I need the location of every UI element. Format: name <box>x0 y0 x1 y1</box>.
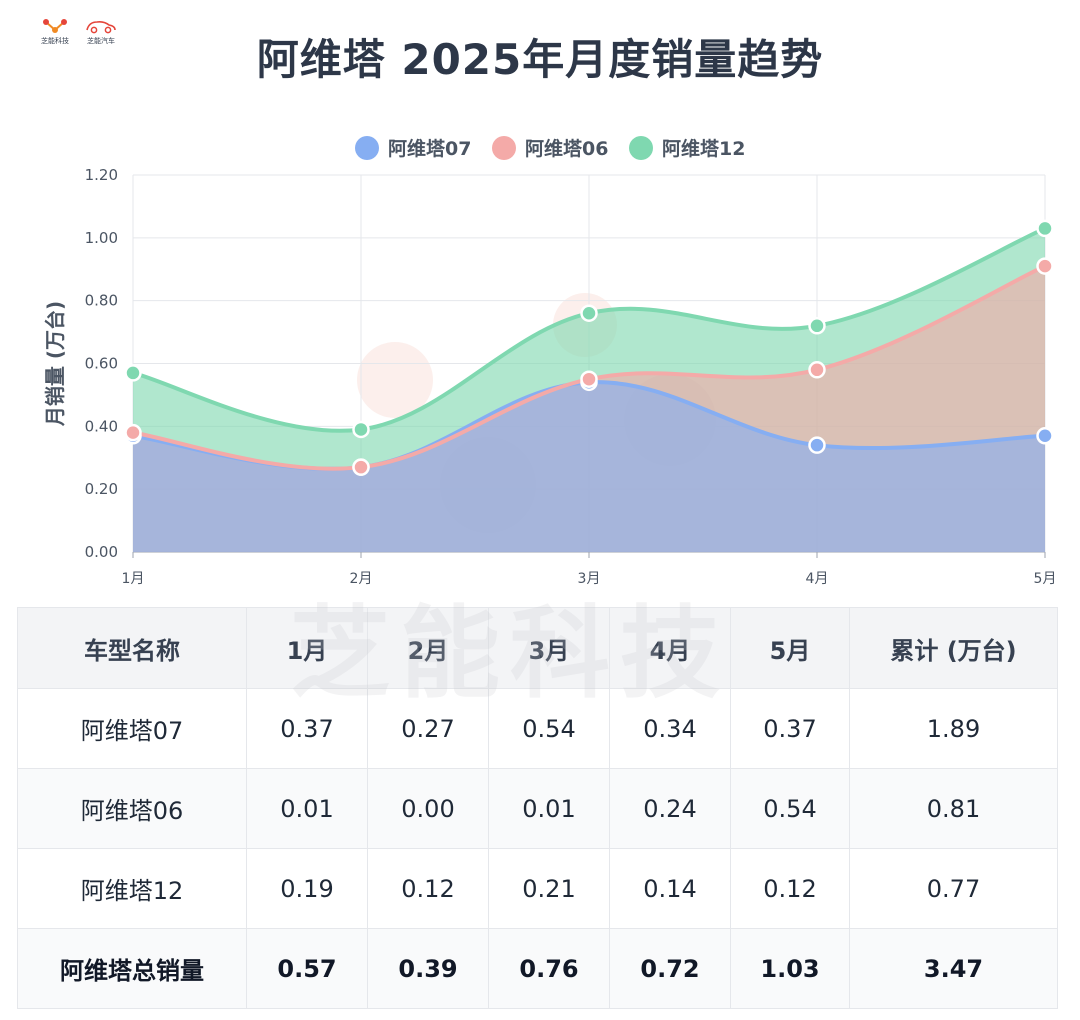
data-point-2 <box>124 423 142 442</box>
table-total-row: 阿维塔总销量 0.57 0.39 0.76 0.72 1.03 3.47 <box>17 928 1058 1009</box>
legend-marker <box>629 136 653 160</box>
y-tick-label: 0.00 <box>85 543 118 561</box>
cell-total-value: 1.03 <box>730 928 850 1009</box>
cell-model: 阿维塔12 <box>17 848 247 929</box>
data-point-1 <box>1036 427 1054 445</box>
cell-value: 0.12 <box>730 848 850 929</box>
y-tick-label: 1.00 <box>85 229 118 247</box>
cell-value: 0.14 <box>609 848 731 929</box>
area-1 <box>133 382 1045 552</box>
y-tick-label: 1.20 <box>85 166 118 184</box>
cell-total-cumulative: 3.47 <box>849 928 1058 1009</box>
data-point-3 <box>1036 219 1054 238</box>
sales-table: 车型名称 1月 2月 3月 4月 5月 累计 (万台) 阿维塔07 0.37 0… <box>17 607 1058 1009</box>
legend-marker <box>355 136 379 160</box>
data-point-3 <box>352 420 370 439</box>
cell-value: 0.54 <box>488 688 610 769</box>
legend-marker <box>492 136 516 160</box>
legend-label: 阿维塔12 <box>662 137 745 160</box>
y-tick-label: 0.80 <box>85 292 118 310</box>
cell-total-label: 阿维塔总销量 <box>17 928 247 1009</box>
legend-label: 阿维塔07 <box>388 137 471 160</box>
brand-text-auto: 芝能汽车 <box>87 37 115 45</box>
car-logo-icon <box>86 21 116 34</box>
y-tick-label: 0.40 <box>85 417 118 435</box>
cell-value: 0.12 <box>367 848 489 929</box>
x-tick-label: 4月 <box>806 571 829 587</box>
cell-value: 0.19 <box>246 848 368 929</box>
network-logo-icon <box>43 19 67 33</box>
data-point-2 <box>808 361 826 379</box>
y-tick-label: 0.60 <box>85 355 118 373</box>
cell-value: 0.54 <box>730 768 850 849</box>
table-row: 阿维塔12 0.19 0.12 0.21 0.14 0.12 0.77 <box>17 848 1058 929</box>
table-row: 阿维塔06 0.01 0.00 0.01 0.24 0.54 0.81 <box>17 768 1058 849</box>
brand-logo-auto: 芝能汽车 <box>84 18 118 46</box>
chart-title: 阿维塔 2025年月度销量趋势 <box>256 35 824 84</box>
brand-text-tech: 芝能科技 <box>41 37 69 45</box>
cell-value: 0.34 <box>609 688 731 769</box>
stacked-area-chart: 0.00 0.20 0.40 0.60 0.80 1.00 1.20 1月 2月 3月 4月 5月 月销… <box>43 136 1057 587</box>
data-point-3 <box>124 364 142 382</box>
cell-value: 0.37 <box>730 688 850 769</box>
data-point-2 <box>580 370 598 388</box>
cell-cumulative: 1.89 <box>849 688 1058 769</box>
legend-label: 阿维塔06 <box>525 137 608 160</box>
data-point-3 <box>808 317 826 335</box>
table-row: 阿维塔07 0.37 0.27 0.54 0.34 0.37 1.89 <box>17 688 1058 769</box>
cell-value: 0.00 <box>367 768 489 849</box>
header-mar: 3月 <box>488 607 610 689</box>
cell-model: 阿维塔06 <box>17 768 247 849</box>
cell-model: 阿维塔07 <box>17 688 247 769</box>
data-point-2 <box>1036 257 1054 275</box>
data-point-2 <box>352 458 370 476</box>
y-axis-label: 月销量 (万台) <box>43 301 67 427</box>
cell-total-value: 0.72 <box>609 928 731 1009</box>
x-tick-label: 3月 <box>578 571 601 587</box>
x-tick-label: 5月 <box>1034 571 1057 587</box>
brand-logo-tech: 芝能科技 <box>38 18 72 46</box>
y-tick-label: 0.20 <box>85 480 118 498</box>
cell-total-value: 0.39 <box>367 928 489 1009</box>
cell-value: 0.21 <box>488 848 610 929</box>
header-model: 车型名称 <box>17 607 247 689</box>
header-jan: 1月 <box>246 607 368 689</box>
cell-total-value: 0.76 <box>488 928 610 1009</box>
header-may: 5月 <box>730 607 850 689</box>
cell-value: 0.27 <box>367 688 489 769</box>
data-point-3 <box>580 304 598 322</box>
brand-logos: 芝能科技 芝能汽车 <box>38 18 118 46</box>
cell-total-value: 0.57 <box>246 928 368 1009</box>
data-point-1 <box>808 436 826 454</box>
table-header-row: 车型名称 1月 2月 3月 4月 5月 累计 (万台) <box>17 607 1058 689</box>
cell-value: 0.37 <box>246 688 368 769</box>
cell-value: 0.01 <box>488 768 610 849</box>
cell-value: 0.01 <box>246 768 368 849</box>
header-feb: 2月 <box>367 607 489 689</box>
cell-cumulative: 0.77 <box>849 848 1058 929</box>
cell-value: 0.24 <box>609 768 731 849</box>
header-total: 累计 (万台) <box>849 607 1058 689</box>
x-tick-label: 2月 <box>350 571 373 587</box>
background-decoration <box>357 342 433 418</box>
cell-cumulative: 0.81 <box>849 768 1058 849</box>
x-tick-label: 1月 <box>122 571 145 587</box>
header-apr: 4月 <box>609 607 731 689</box>
